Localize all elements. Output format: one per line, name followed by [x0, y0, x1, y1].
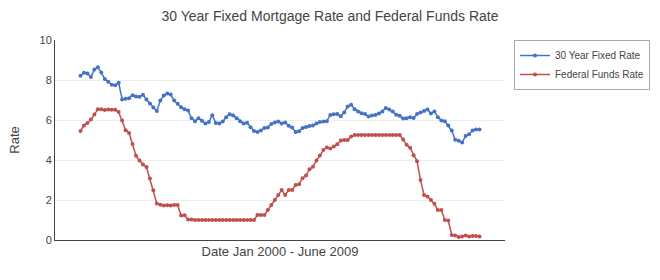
svg-text:2: 2 [46, 194, 52, 206]
svg-text:4: 4 [46, 154, 52, 166]
svg-text:6: 6 [46, 114, 52, 126]
svg-text:10: 10 [40, 34, 52, 46]
svg-text:Federal Funds Rate: Federal Funds Rate [555, 69, 644, 80]
svg-text:30 Year Fixed Rate: 30 Year Fixed Rate [555, 50, 640, 61]
svg-text:Rate: Rate [7, 126, 22, 153]
svg-text:30 Year Fixed Mortgage Rate an: 30 Year Fixed Mortgage Rate and Federal … [162, 8, 499, 24]
svg-text:8: 8 [46, 74, 52, 86]
svg-text:Date Jan 2000 - June 2009: Date Jan 2000 - June 2009 [202, 244, 359, 259]
svg-text:0: 0 [46, 234, 52, 246]
